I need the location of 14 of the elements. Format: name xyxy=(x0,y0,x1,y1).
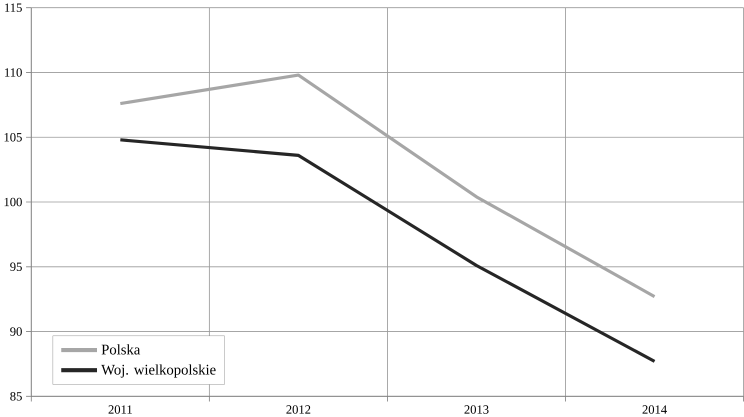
y-tick-label: 105 xyxy=(4,132,22,142)
legend-label: Polska xyxy=(102,344,140,354)
y-tick-label: 95 xyxy=(10,262,22,271)
y-tick-label: 115 xyxy=(5,3,22,12)
line-series xyxy=(118,73,656,298)
x-tick-label: 2012 xyxy=(286,405,310,414)
x-tick-label: 2013 xyxy=(464,405,489,414)
legend-label: Woj. wielkopolskie xyxy=(101,364,216,378)
y-tick-label: 110 xyxy=(5,68,22,77)
y-tick-label: 100 xyxy=(4,198,22,206)
y-tick-label: 90 xyxy=(10,327,22,336)
x-tick-label: 2011 xyxy=(108,405,132,414)
y-tick-label: 85 xyxy=(10,392,22,400)
x-tick-label: 2014 xyxy=(642,405,667,414)
